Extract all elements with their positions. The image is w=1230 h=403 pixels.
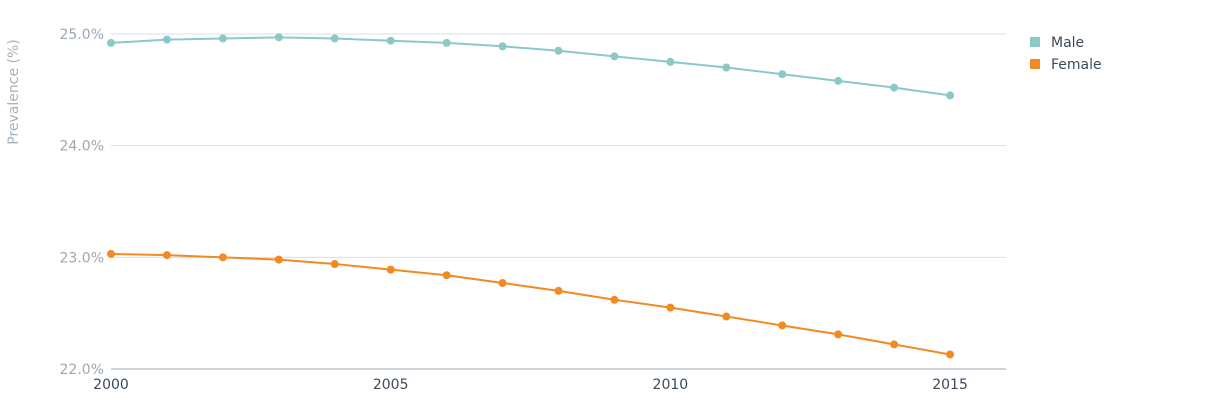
series-male: [107, 33, 955, 100]
data-point-female[interactable]: [218, 253, 227, 262]
data-point-male[interactable]: [107, 38, 115, 47]
legend: Male Female: [1030, 35, 1102, 73]
x-tick-label: 2005: [373, 377, 409, 393]
data-point-female[interactable]: [666, 303, 675, 312]
x-tick-label: 2015: [932, 377, 968, 393]
data-point-male[interactable]: [218, 34, 227, 43]
grid-lines: [111, 33, 1006, 370]
y-axis-label: Prevalence (%): [6, 39, 22, 145]
data-point-male[interactable]: [946, 91, 955, 100]
x-tick-label: 2000: [93, 377, 129, 393]
data-point-female[interactable]: [610, 295, 619, 304]
x-tick-label: 2010: [653, 377, 689, 393]
legend-item-male[interactable]: Male: [1030, 35, 1084, 51]
y-tick-label: 22.0%: [60, 362, 104, 378]
data-point-male[interactable]: [498, 42, 507, 51]
data-point-female[interactable]: [554, 286, 563, 295]
legend-swatch-male: [1030, 37, 1040, 47]
legend-label-male: Male: [1051, 35, 1084, 51]
data-point-male[interactable]: [834, 76, 843, 85]
data-point-female[interactable]: [722, 312, 731, 321]
y-tick-label: 25.0%: [60, 27, 104, 43]
data-point-female[interactable]: [162, 251, 171, 260]
legend-swatch-female: [1030, 59, 1040, 69]
data-point-male[interactable]: [610, 52, 619, 61]
data-point-female[interactable]: [442, 271, 451, 280]
data-point-male[interactable]: [442, 38, 451, 47]
y-axis-ticks: 22.0% 23.0% 24.0% 25.0%: [60, 27, 104, 378]
data-point-male[interactable]: [890, 83, 899, 92]
data-point-male[interactable]: [274, 33, 283, 42]
y-tick-label: 23.0%: [60, 250, 104, 266]
data-point-male[interactable]: [330, 34, 339, 43]
data-point-male[interactable]: [386, 36, 395, 45]
data-point-female[interactable]: [330, 260, 339, 269]
y-tick-label: 24.0%: [60, 139, 104, 155]
series-lines: [107, 33, 955, 359]
legend-item-female[interactable]: Female: [1030, 57, 1102, 73]
data-point-female[interactable]: [498, 279, 507, 288]
data-point-female[interactable]: [946, 350, 955, 359]
data-point-male[interactable]: [722, 63, 731, 72]
legend-label-female: Female: [1051, 57, 1102, 73]
data-point-male[interactable]: [162, 35, 171, 44]
series-line-female: [110, 252, 951, 356]
series-line-male: [110, 36, 951, 97]
data-point-female[interactable]: [890, 340, 899, 349]
data-point-female[interactable]: [386, 265, 395, 274]
data-point-female[interactable]: [107, 249, 115, 258]
data-point-female[interactable]: [834, 330, 843, 339]
x-axis-ticks: 2000 2005 2010 2015: [93, 377, 968, 393]
series-female: [107, 249, 955, 359]
data-point-female[interactable]: [274, 255, 283, 264]
data-point-male[interactable]: [554, 46, 563, 55]
data-point-female[interactable]: [778, 321, 787, 330]
data-point-male[interactable]: [666, 57, 675, 66]
data-point-male[interactable]: [778, 70, 787, 79]
